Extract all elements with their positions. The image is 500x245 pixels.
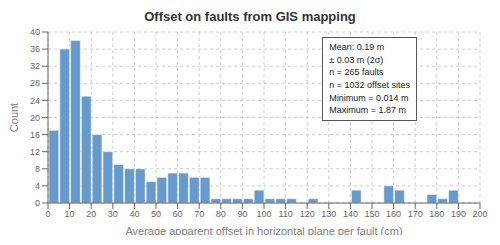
svg-text:100: 100 (256, 209, 271, 219)
svg-text:28: 28 (30, 78, 40, 88)
svg-text:24: 24 (30, 96, 40, 106)
svg-text:40: 40 (129, 209, 139, 219)
html-text:Maximum = 1.87 m: Maximum = 1.87 m (329, 105, 407, 116)
svg-text:Count: Count (8, 103, 20, 132)
svg-text:130: 130 (321, 209, 336, 219)
html-text:Minimum = 0.014 m: Minimum = 0.014 m (329, 92, 409, 103)
svg-text:20: 20 (86, 209, 96, 219)
html-text:n = 1032 offset sites: n = 1032 offset sites (329, 79, 410, 90)
svg-text:10: 10 (65, 209, 75, 219)
html-text:± 0.03 m (2σ): ± 0.03 m (2σ) (329, 54, 384, 65)
svg-text:0: 0 (35, 198, 40, 208)
svg-text:4: 4 (35, 181, 40, 191)
svg-text:8: 8 (35, 164, 40, 174)
svg-text:80: 80 (216, 209, 226, 219)
html-text:n = 265 faults: n = 265 faults (329, 67, 384, 78)
svg-text:70: 70 (194, 209, 204, 219)
svg-text:200: 200 (472, 209, 487, 219)
svg-text:Average apparent offset in hor: Average apparent offset in horizontal pl… (125, 225, 402, 235)
html-text:Offset on faults from GIS mapp: Offset on faults from GIS mapping (144, 9, 356, 24)
svg-text:120: 120 (300, 209, 315, 219)
svg-text:36: 36 (30, 44, 40, 54)
svg-text:90: 90 (237, 209, 247, 219)
svg-text:180: 180 (429, 209, 444, 219)
svg-text:190: 190 (451, 209, 466, 219)
svg-text:0: 0 (45, 209, 50, 219)
svg-text:32: 32 (30, 61, 40, 71)
svg-text:170: 170 (408, 209, 423, 219)
svg-text:30: 30 (108, 209, 118, 219)
svg-text:50: 50 (151, 209, 161, 219)
svg-text:60: 60 (173, 209, 183, 219)
html-text:Mean: 0.19 m: Mean: 0.19 m (329, 42, 385, 53)
svg-text:40: 40 (30, 27, 40, 37)
svg-text:12: 12 (30, 147, 40, 157)
svg-text:150: 150 (364, 209, 379, 219)
svg-text:16: 16 (30, 130, 40, 140)
svg-text:110: 110 (278, 209, 292, 219)
svg-text:140: 140 (343, 209, 358, 219)
svg-text:20: 20 (30, 113, 40, 123)
svg-text:160: 160 (386, 209, 401, 219)
